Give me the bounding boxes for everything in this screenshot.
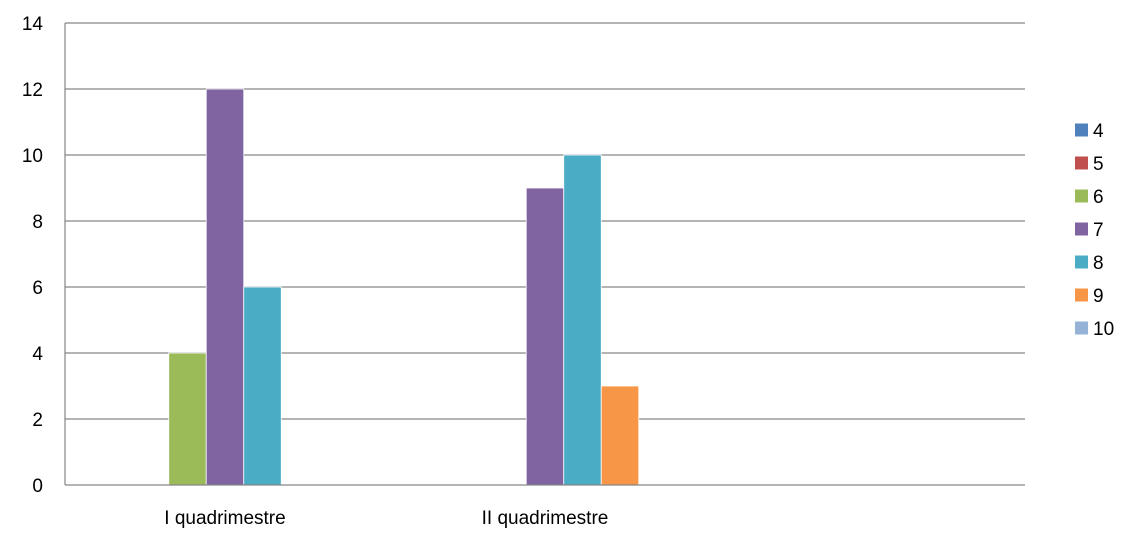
- legend-label: 10: [1093, 319, 1114, 340]
- legend-label: 8: [1093, 253, 1104, 274]
- legend-label: 6: [1093, 187, 1104, 208]
- bar-series-7-category-1: [525, 187, 565, 486]
- legend-label: 7: [1093, 220, 1104, 241]
- y-tick-label: 0: [32, 476, 43, 497]
- legend-swatch: [1075, 123, 1088, 137]
- bar-series-7-category-0: [205, 88, 245, 486]
- legend-swatch: [1075, 288, 1088, 302]
- bar-series-8-category-1: [563, 154, 602, 486]
- axes: [64, 23, 1025, 486]
- legend-swatch: [1075, 222, 1088, 236]
- bar-series-9-category-1: [600, 385, 640, 486]
- bars: [168, 88, 640, 486]
- legend-swatch: [1075, 189, 1088, 203]
- legend-swatch: [1075, 156, 1088, 170]
- legend-swatch: [1075, 321, 1088, 335]
- y-tick-label: 4: [32, 344, 43, 365]
- legend-label: 9: [1093, 286, 1104, 307]
- bar-series-8-category-0: [243, 286, 282, 486]
- legend-label: 5: [1093, 154, 1104, 175]
- y-tick-label: 6: [32, 278, 43, 299]
- legend-label: 4: [1093, 121, 1104, 142]
- legend-swatch: [1075, 255, 1088, 269]
- y-tick-label: 8: [32, 212, 43, 233]
- bar-series-6-category-0: [168, 352, 207, 486]
- y-tick-label: 2: [32, 410, 43, 431]
- x-category-label: I quadrimestre: [164, 508, 285, 529]
- legend: 4 5 6 7 8 9 10: [1075, 121, 1114, 340]
- y-axis-tick-labels: 0 2 4 6 8 10 12 14: [22, 14, 44, 497]
- y-tick-label: 12: [22, 80, 43, 101]
- x-axis-category-labels: I quadrimestre II quadrimestre: [164, 508, 608, 529]
- y-tick-label: 14: [22, 14, 44, 35]
- x-category-label: II quadrimestre: [482, 508, 609, 529]
- y-tick-label: 10: [22, 146, 43, 167]
